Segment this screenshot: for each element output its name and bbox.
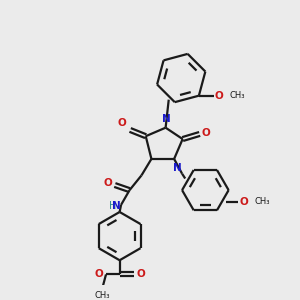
- Text: O: O: [137, 269, 146, 279]
- Text: N: N: [162, 114, 171, 124]
- Text: O: O: [239, 197, 248, 207]
- Text: O: O: [103, 178, 112, 188]
- Text: N: N: [173, 163, 182, 172]
- Text: CH₃: CH₃: [254, 197, 270, 206]
- Text: H: H: [109, 201, 116, 211]
- Text: O: O: [94, 269, 103, 279]
- Text: CH₃: CH₃: [230, 91, 245, 100]
- Text: CH₃: CH₃: [95, 291, 110, 300]
- Text: N: N: [112, 201, 121, 211]
- Text: O: O: [202, 128, 211, 138]
- Text: O: O: [118, 118, 127, 128]
- Text: O: O: [214, 91, 223, 101]
